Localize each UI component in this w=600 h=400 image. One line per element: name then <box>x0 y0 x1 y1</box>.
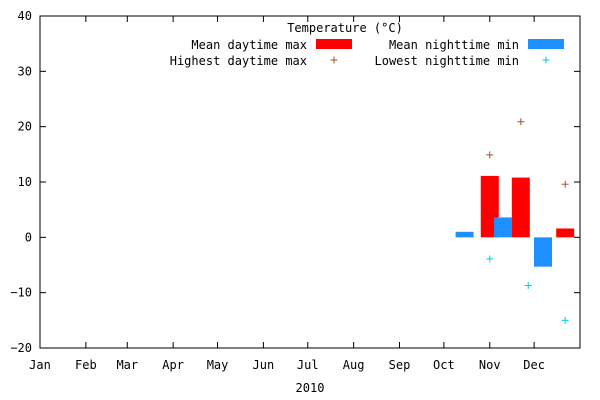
legend-label: Mean daytime max <box>191 38 307 52</box>
legend: Temperature (°C) Mean daytime max Mean ni… <box>170 21 564 68</box>
legend-title: Temperature (°C) <box>287 21 403 35</box>
y-tick-label: 0 <box>25 230 32 244</box>
bar <box>494 217 513 238</box>
plus-point <box>486 255 494 263</box>
y-tick-label: 40 <box>18 9 32 23</box>
plus-point <box>561 180 569 188</box>
y-tick-label: −20 <box>10 341 32 355</box>
x-tick-label: Jan <box>29 358 51 372</box>
legend-label: Mean nighttime min <box>389 38 519 52</box>
x-tick-label: Aug <box>343 358 365 372</box>
legend-swatch <box>528 39 564 49</box>
legend-label: Lowest nighttime min <box>375 54 520 68</box>
axis-ticks: −20 −10 0 10 20 30 40 Jan Feb Mar Apr May Jun Jul Aug S… <box>10 9 580 372</box>
bar <box>534 237 553 267</box>
plus-point <box>517 118 525 126</box>
plus-point <box>561 316 569 324</box>
x-tick-label: Nov <box>479 358 501 372</box>
x-axis-label: 2010 <box>296 381 325 395</box>
x-tick-label: Oct <box>433 358 455 372</box>
x-tick-label: Feb <box>75 358 97 372</box>
legend-marker <box>542 56 550 64</box>
x-tick-label: Apr <box>162 358 184 372</box>
y-tick-label: 20 <box>18 120 32 134</box>
chart-marks <box>455 118 575 324</box>
x-tick-label: Jun <box>253 358 275 372</box>
plus-point <box>524 281 532 289</box>
y-tick-label: −10 <box>10 286 32 300</box>
plus-point <box>486 151 494 159</box>
x-tick-label: Jul <box>297 358 319 372</box>
legend-marker <box>330 56 338 64</box>
legend-label: Highest daytime max <box>170 54 307 68</box>
x-tick-label: Mar <box>116 358 138 372</box>
plot-frame <box>39 15 581 349</box>
legend-swatch <box>316 39 352 49</box>
bar <box>455 231 474 238</box>
y-tick-label: 30 <box>18 64 32 78</box>
x-tick-label: May <box>207 358 229 372</box>
bar <box>556 228 575 238</box>
bar <box>511 177 530 238</box>
x-tick-label: Dec <box>523 358 545 372</box>
x-tick-label: Sep <box>389 358 411 372</box>
y-tick-label: 10 <box>18 175 32 189</box>
